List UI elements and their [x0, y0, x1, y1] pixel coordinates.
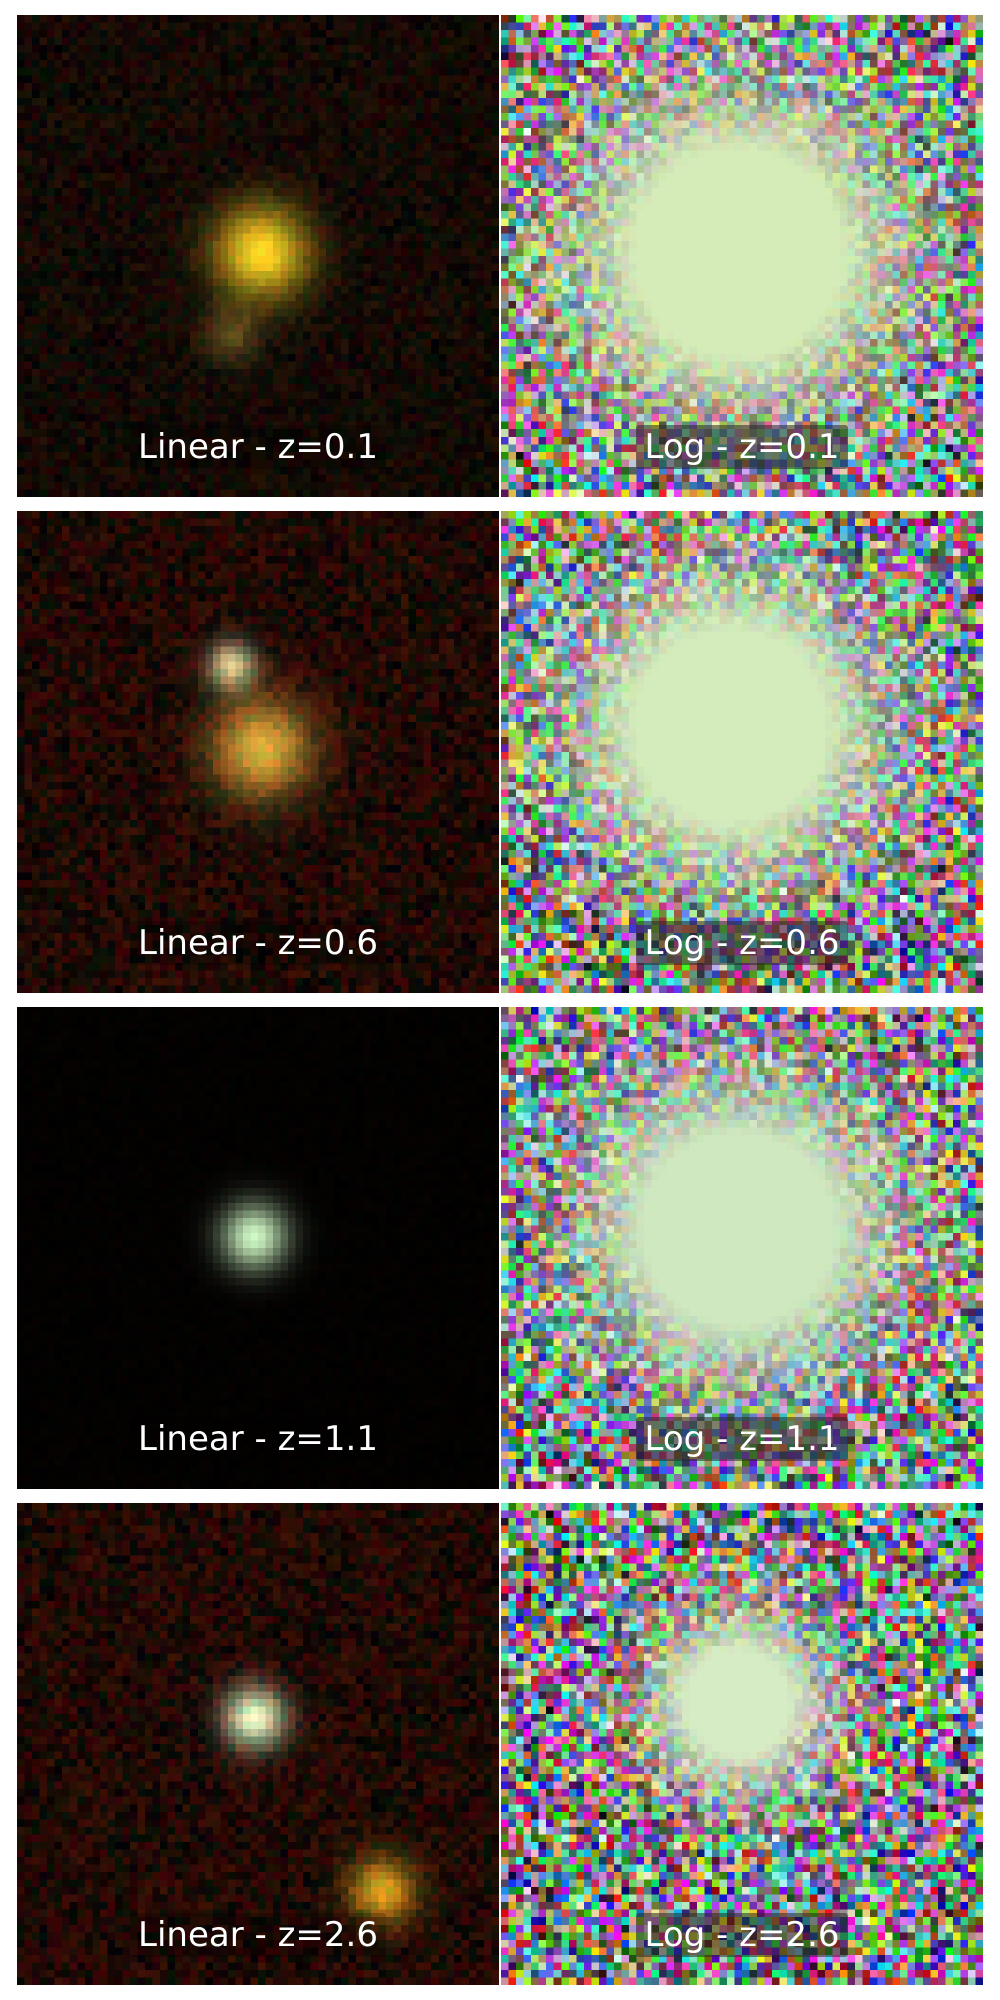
panel-label: Linear - z=0.6 [130, 921, 386, 965]
galaxy-image [501, 15, 983, 497]
galaxy-image [501, 1007, 983, 1489]
image-panel-log-z0.1: Log - z=0.1 [501, 15, 983, 497]
image-panel-linear-z0.1: Linear - z=0.1 [17, 15, 499, 497]
galaxy-image [17, 15, 499, 497]
galaxy-image [501, 1503, 983, 1985]
panel-label: Linear - z=0.1 [130, 425, 386, 469]
image-panel-linear-z1.1: Linear - z=1.1 [17, 1007, 499, 1489]
image-panel-log-z2.6: Log - z=2.6 [501, 1503, 983, 1985]
image-panel-linear-z0.6: Linear - z=0.6 [17, 511, 499, 993]
image-panel-log-z1.1: Log - z=1.1 [501, 1007, 983, 1489]
image-panel-linear-z2.6: Linear - z=2.6 [17, 1503, 499, 1985]
image-panel-log-z0.6: Log - z=0.6 [501, 511, 983, 993]
galaxy-image [501, 511, 983, 993]
panel-label: Linear - z=1.1 [130, 1417, 386, 1461]
panel-label: Log - z=2.6 [636, 1913, 848, 1957]
panel-label: Linear - z=2.6 [130, 1913, 386, 1957]
galaxy-image [17, 1007, 499, 1489]
galaxy-image [17, 1503, 499, 1985]
panel-label: Log - z=1.1 [636, 1417, 848, 1461]
panel-label: Log - z=0.1 [636, 425, 848, 469]
galaxy-image [17, 511, 499, 993]
panel-label: Log - z=0.6 [636, 921, 848, 965]
